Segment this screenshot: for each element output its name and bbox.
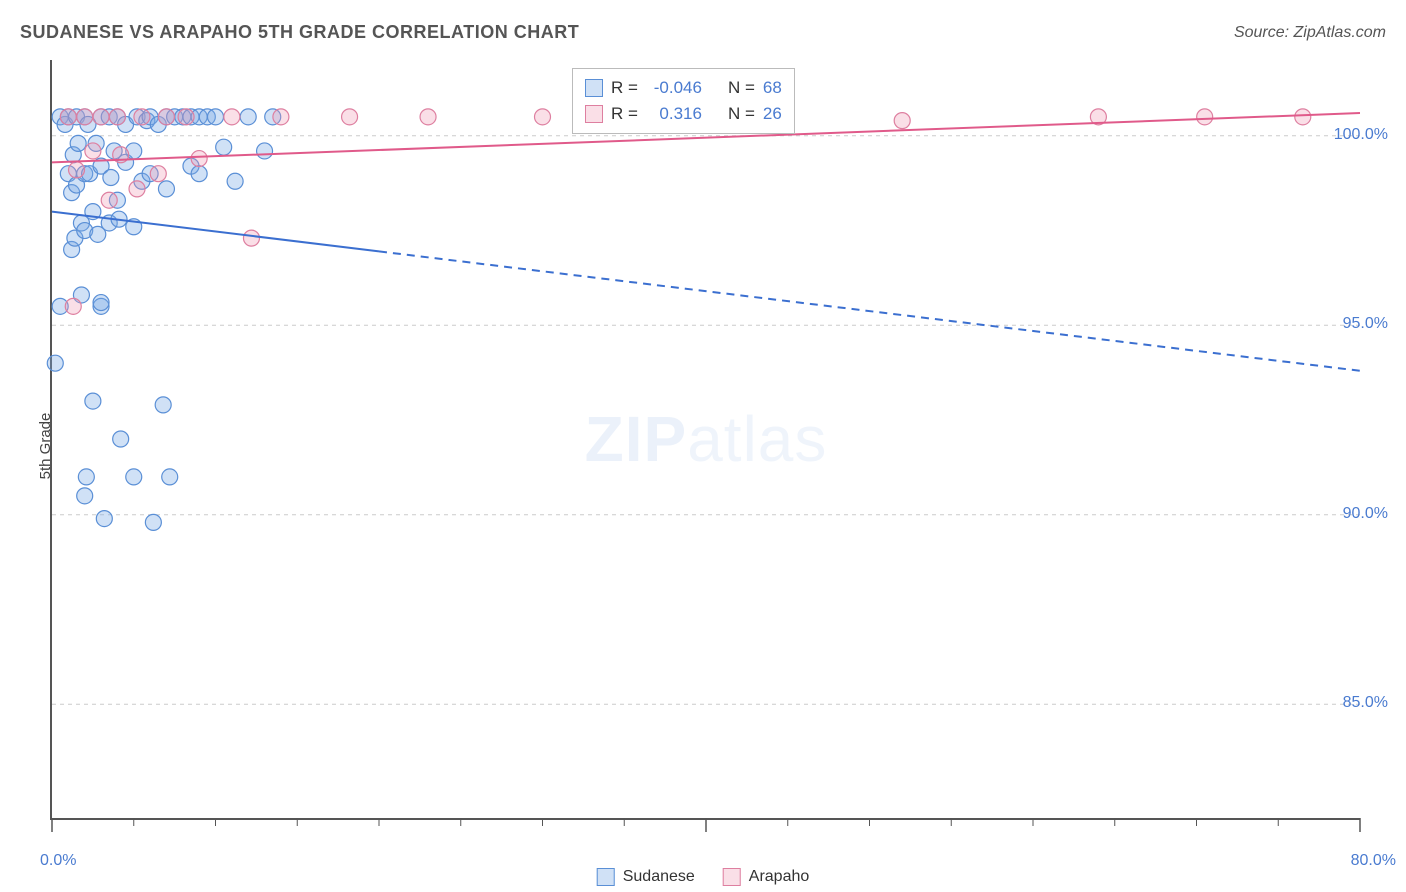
- swatch-arapaho: [585, 105, 603, 123]
- y-tick-label: 90.0%: [1343, 505, 1388, 523]
- legend-label-sudanese: Sudanese: [623, 868, 695, 886]
- stats-row-arapaho: R = 0.316 N = 26: [585, 101, 782, 127]
- legend-item-sudanese: Sudanese: [597, 868, 695, 886]
- legend-item-arapaho: Arapaho: [723, 868, 810, 886]
- x-axis-max-label: 80.0%: [1351, 852, 1396, 870]
- r-value-arapaho: 0.316: [646, 104, 702, 124]
- n-value-sudanese: 68: [763, 78, 782, 98]
- stats-legend-box: R = -0.046 N = 68 R = 0.316 N = 26: [572, 68, 795, 134]
- n-label: N =: [728, 104, 755, 124]
- chart-title: SUDANESE VS ARAPAHO 5TH GRADE CORRELATIO…: [20, 22, 579, 43]
- n-label: N =: [728, 78, 755, 98]
- stats-row-sudanese: R = -0.046 N = 68: [585, 75, 782, 101]
- r-label: R =: [611, 78, 638, 98]
- source-label: Source: ZipAtlas.com: [1234, 24, 1386, 42]
- scatter-svg: [52, 60, 1360, 818]
- y-tick-label: 100.0%: [1334, 126, 1388, 144]
- y-tick-label: 85.0%: [1343, 694, 1388, 712]
- r-value-sudanese: -0.046: [646, 78, 702, 98]
- swatch-sudanese: [585, 79, 603, 97]
- legend-label-arapaho: Arapaho: [749, 868, 810, 886]
- plot-area: ZIPatlas R = -0.046 N = 68 R = 0.316 N =…: [50, 60, 1360, 820]
- legend-bottom: Sudanese Arapaho: [597, 868, 810, 886]
- swatch-arapaho: [723, 868, 741, 886]
- swatch-sudanese: [597, 868, 615, 886]
- r-label: R =: [611, 104, 638, 124]
- y-tick-label: 95.0%: [1343, 315, 1388, 333]
- n-value-arapaho: 26: [763, 104, 782, 124]
- x-axis-min-label: 0.0%: [40, 852, 76, 870]
